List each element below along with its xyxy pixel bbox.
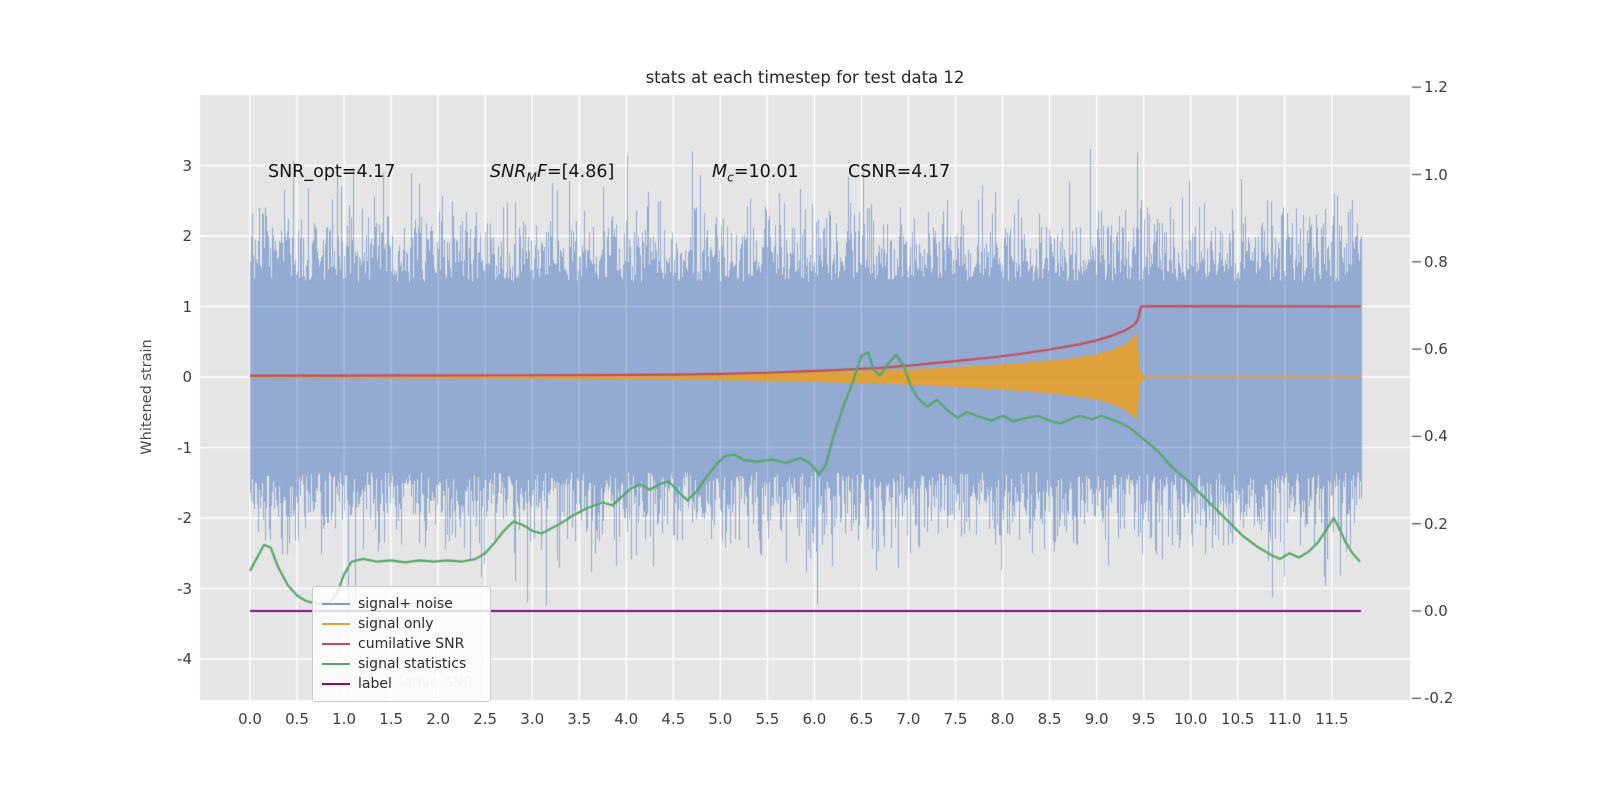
x-tick-label: 2.5: [473, 710, 498, 728]
x-tick-label: 1.5: [379, 710, 404, 728]
legend-swatch: [322, 603, 350, 605]
x-tick-label: 9.5: [1131, 710, 1156, 728]
annotation: SNRMF=[4.86]: [490, 162, 615, 185]
x-tick-label: 4.0: [614, 710, 639, 728]
left-tick-label: -4: [177, 650, 192, 668]
right-tick-label: 0.0: [1424, 602, 1448, 620]
x-tick-label: 10.5: [1221, 710, 1255, 728]
legend-label: signal+ noise: [358, 596, 453, 612]
right-tick-label: 1.0: [1424, 165, 1448, 184]
legend-label: label: [358, 676, 392, 692]
legend-item: signal+ noise: [322, 594, 480, 614]
x-tick-label: 5.5: [755, 710, 780, 728]
legend-item: cumilative SNR: [322, 634, 480, 654]
x-tick-label: 11.0: [1268, 710, 1302, 728]
x-tick-label: 7.0: [896, 710, 921, 728]
x-tick-label: 4.5: [661, 710, 686, 728]
annotation: SNR_opt=4.17: [268, 162, 396, 182]
right-tick-label: 0.4: [1424, 427, 1448, 446]
x-tick-label: 10.0: [1173, 710, 1208, 728]
right-tick-label: 0.8: [1424, 252, 1448, 271]
y-axis-label-left: Whitened strain: [139, 339, 155, 455]
legend-swatch: [322, 643, 350, 645]
legend-swatch: [322, 623, 350, 625]
x-tick-label: 6.0: [802, 710, 827, 728]
left-tick-label: -2: [177, 509, 192, 527]
right-tick-label: -0.2: [1424, 689, 1454, 708]
x-tick-label: 9.0: [1084, 710, 1109, 728]
chart-title: stats at each timestep for test data 12: [645, 68, 965, 87]
left-tick-label: -1: [177, 438, 192, 457]
left-tick-label: 1: [182, 297, 192, 316]
x-tick-label: 8.5: [1037, 710, 1062, 728]
legend-item: signal only: [322, 614, 480, 634]
x-tick-label: 0.5: [285, 710, 309, 728]
x-tick-label: 3.5: [567, 710, 592, 728]
x-tick-label: 7.5: [943, 710, 968, 728]
legend-label: signal only: [358, 616, 434, 632]
legend-rows: signal+ noise signal only cumilative SNR si…: [322, 594, 480, 694]
legend-swatch: [322, 663, 350, 665]
legend: signal+ noise signal only cumilative SNR si…: [312, 586, 491, 702]
annotation: Mc=10.01: [712, 162, 799, 185]
x-tick-label: 1.0: [332, 710, 356, 728]
left-tick-label: 2: [182, 227, 192, 245]
right-tick-label: 1.2: [1424, 78, 1448, 97]
right-tick-label: 0.2: [1424, 514, 1448, 533]
left-tick-label: -3: [177, 579, 192, 598]
left-tick-label: 3: [182, 156, 192, 175]
x-tick-label: 6.5: [849, 710, 874, 728]
legend-label: cumilative SNR: [358, 636, 465, 652]
legend-swatch: [322, 683, 350, 685]
x-tick-label: 3.0: [520, 710, 545, 728]
x-tick-label: 8.0: [990, 710, 1015, 728]
x-tick-label: 11.5: [1315, 710, 1349, 728]
x-tick-label: 5.0: [708, 710, 733, 728]
x-tick-label: 2.0: [426, 710, 451, 728]
legend-item: label: [322, 674, 480, 694]
left-tick-label: 0: [182, 368, 192, 386]
annotation: CSNR=4.17: [848, 162, 951, 182]
right-tick-label: 0.6: [1424, 340, 1448, 359]
legend-item: signal statistics: [322, 654, 480, 674]
legend-label: signal statistics: [358, 656, 467, 672]
x-tick-label: 0.0: [238, 710, 262, 728]
